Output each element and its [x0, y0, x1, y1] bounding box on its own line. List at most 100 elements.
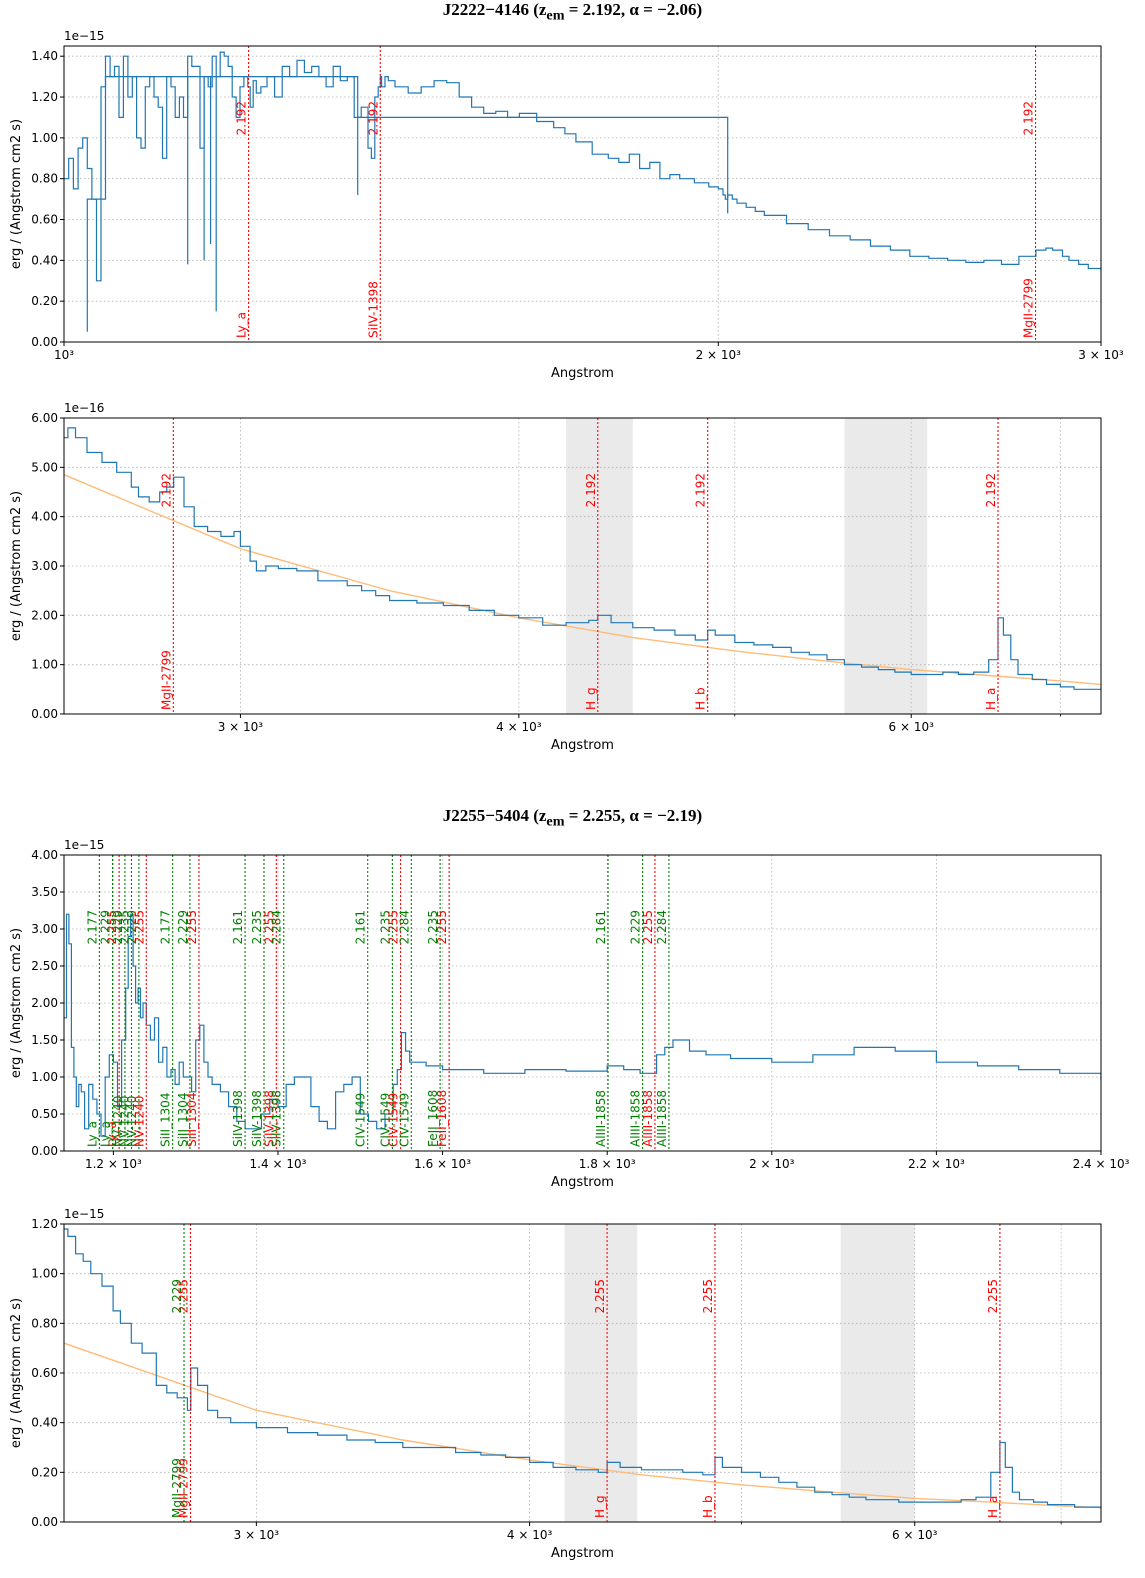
x-tick-label-1: 4 × 10³ [507, 1528, 553, 1542]
line-name-label-4: NV-1240 [111, 1096, 125, 1147]
line-redshift-label-5: 2.255 [986, 1279, 1000, 1313]
line-redshift-label-20: 2.255 [435, 910, 449, 944]
spectrum-series-1 [64, 1228, 1101, 1510]
x-tick-label-2: 6 × 10³ [889, 720, 935, 734]
y-tick-label-5: 5.00 [31, 460, 58, 474]
x-tick-label-2: 3 × 10³ [1078, 348, 1124, 362]
line-name-label-6: NV-1240 [125, 1096, 139, 1147]
spectrum-panel-4: 2.229 MgII-2799 2.255 MgII-2799 2.255 H_g 2.25… [9, 1207, 1102, 1561]
line-name-label-1: MgII-2799 [159, 650, 173, 710]
line-name-label-22: AlIII-1858 [629, 1090, 643, 1147]
line-name-label-5: NV-1240 [117, 1096, 131, 1147]
line-name-label-19: FeII_1608 [426, 1090, 440, 1147]
line-redshift-label-2: 2.255 [176, 1279, 190, 1313]
line-name-label-7: NV-1240 [132, 1096, 146, 1147]
line-name-label-8: SiII_1304 [159, 1092, 173, 1147]
x-tick-label-5: 2.2 × 10³ [908, 1157, 965, 1171]
y-tick-label-0: 0.00 [31, 1144, 58, 1158]
y-tick-label-3: 0.60 [31, 1366, 58, 1380]
line-name-label-3: H_g [593, 1495, 607, 1518]
y-tick-label-0: 0.00 [31, 707, 58, 721]
line-redshift-label-4: 2.229 [111, 910, 125, 944]
line-name-label-4: H_a [984, 688, 998, 710]
spectrum-series-1 [64, 427, 1101, 690]
line-redshift-label-6: 2.229 [125, 910, 139, 944]
x-tick-label-2: 6 × 10³ [892, 1528, 938, 1542]
x-tick-label-1: 4 × 10³ [496, 720, 542, 734]
figure-title-1-tail: = 2.192, α = −2.06) [564, 0, 703, 19]
x-tick-label-0: 1.2 × 10³ [85, 1157, 142, 1171]
line-redshift-label-1: 2.229 [170, 1279, 184, 1313]
figure-title-2-sub: em [546, 813, 565, 830]
line-name-label-21: AlIII-1858 [594, 1090, 608, 1147]
x-tick-label-0: 3 × 10³ [218, 720, 264, 734]
y-tick-label-7: 3.50 [31, 885, 58, 899]
line-redshift-label-1: 2.177 [85, 910, 99, 944]
line-redshift-label-2: 2.192 [584, 473, 598, 507]
line-name-label-2: SiIV-1398 [366, 281, 380, 338]
line-name-label-10: SiII_1304 [185, 1092, 199, 1147]
x-axis-label: Angstrom [551, 1546, 614, 1561]
figure-title-1-sub: em [546, 7, 565, 24]
line-redshift-label-9: 2.229 [176, 910, 190, 944]
line-redshift-label-24: 2.284 [655, 910, 669, 944]
line-name-label-2: Ly_a [99, 1121, 113, 1147]
line-name-label-2: H_g [584, 687, 598, 710]
y-tick-label-2: 2.00 [31, 608, 58, 622]
x-tick-label-1: 1.4 × 10³ [250, 1157, 307, 1171]
y-axis-offset: 1e−15 [64, 29, 104, 43]
figure-title-2-text: J2255−5404 (z [442, 806, 547, 825]
x-axis-label: Angstrom [551, 366, 614, 381]
line-name-label-3: Ly_a [105, 1121, 119, 1147]
line-redshift-label-15: 2.161 [354, 910, 368, 944]
spectrum-series-1 [64, 913, 1101, 1137]
y-axis-label: erg / (Angstrom cm2 s) [9, 491, 24, 641]
shaded-band-2 [840, 1224, 915, 1522]
y-tick-label-1: 0.20 [31, 1465, 58, 1479]
y-tick-label-5: 1.00 [31, 1267, 58, 1281]
y-tick-label-1: 0.50 [31, 1107, 58, 1121]
line-name-label-20: FeII_1608 [435, 1090, 449, 1147]
line-redshift-label-18: 2.284 [397, 910, 411, 944]
continuum-fit [64, 1342, 1101, 1509]
y-tick-label-4: 4.00 [31, 510, 58, 524]
y-axis-offset: 1e−15 [64, 1207, 104, 1221]
y-tick-label-6: 1.20 [31, 90, 58, 104]
line-name-label-12: SiIV-1398 [250, 1090, 264, 1147]
x-tick-label-0: 10³ [54, 348, 74, 362]
line-name-label-1: MgII-2799 [170, 1458, 184, 1518]
y-tick-label-2: 0.40 [31, 1416, 58, 1430]
line-redshift-label-5: 2.235 [117, 910, 131, 944]
x-axis-label: Angstrom [551, 1175, 614, 1190]
line-redshift-label-8: 2.177 [159, 910, 173, 944]
y-tick-label-1: 0.20 [31, 294, 58, 308]
line-name-label-14: SiIV-1398 [270, 1090, 284, 1147]
line-name-label-18: CIV-1549 [397, 1093, 411, 1147]
y-tick-label-3: 1.50 [31, 1033, 58, 1047]
y-tick-label-5: 1.00 [31, 131, 58, 145]
line-name-label-24: AlIII-1858 [655, 1090, 669, 1147]
figure-title-1-text: J2222−4146 (z [442, 0, 547, 19]
x-tick-label-1: 2 × 10³ [696, 348, 742, 362]
y-axis-offset: 1e−15 [64, 838, 104, 852]
x-tick-label-3: 1.8 × 10³ [579, 1157, 636, 1171]
spectrum-panel-3: 2.177 Ly_a 2.229 Ly_a 2.255 Ly_a 2.229 NV-1240 2… [9, 838, 1130, 1190]
y-tick-label-4: 0.80 [31, 1316, 58, 1330]
line-redshift-label-3: 2.192 [694, 473, 708, 507]
line-name-label-11: SiIV-1398 [231, 1090, 245, 1147]
y-tick-label-7: 1.40 [31, 49, 58, 63]
x-tick-label-2: 1.6 × 10³ [414, 1157, 471, 1171]
line-redshift-label-2: 2.192 [366, 101, 380, 135]
line-name-label-5: H_a [986, 1496, 1000, 1518]
y-axis-offset: 1e−16 [64, 401, 104, 415]
line-redshift-label-1: 2.192 [235, 101, 249, 135]
y-tick-label-4: 2.00 [31, 996, 58, 1010]
line-redshift-label-21: 2.161 [594, 910, 608, 944]
line-redshift-label-16: 2.235 [378, 910, 392, 944]
line-redshift-label-3: 2.255 [105, 910, 119, 944]
y-tick-label-2: 1.00 [31, 1070, 58, 1084]
y-tick-label-3: 0.60 [31, 213, 58, 227]
y-tick-label-8: 4.00 [31, 848, 58, 862]
y-tick-label-3: 3.00 [31, 559, 58, 573]
continuum-fit [64, 474, 1101, 686]
